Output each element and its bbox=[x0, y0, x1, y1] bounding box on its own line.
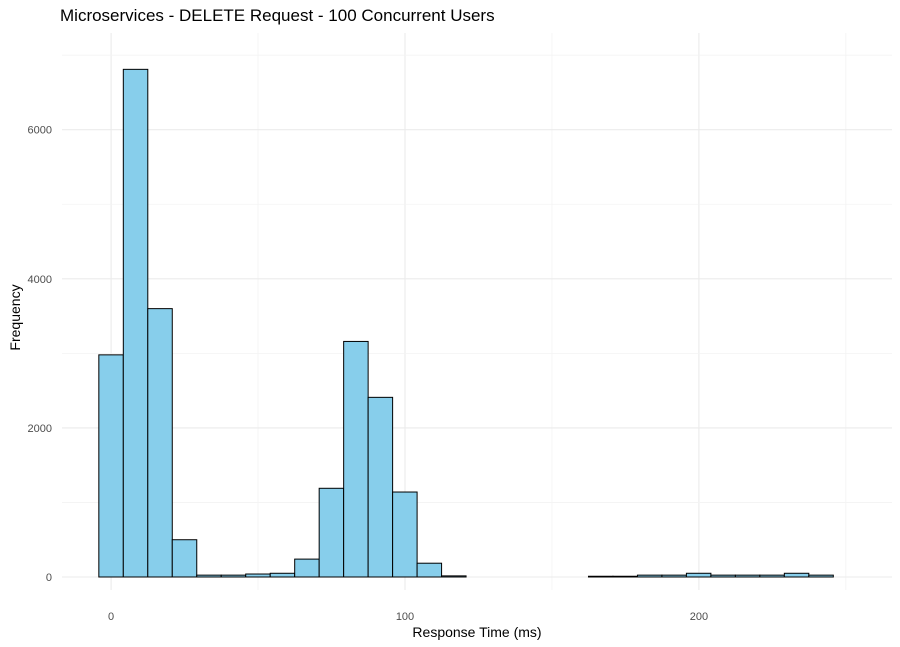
x-tick-label: 200 bbox=[690, 611, 708, 623]
y-axis-title: Frequency bbox=[7, 284, 23, 350]
histogram-bar bbox=[294, 558, 320, 578]
histogram-bar bbox=[367, 396, 394, 578]
histogram-bar bbox=[98, 354, 124, 578]
histogram-bar bbox=[196, 574, 222, 578]
histogram-bar bbox=[343, 340, 369, 578]
y-tick-label: 0 bbox=[46, 572, 52, 584]
chart-title: Microservices - DELETE Request - 100 Con… bbox=[60, 6, 495, 25]
histogram-bar bbox=[734, 574, 761, 578]
histogram-bar bbox=[245, 573, 271, 578]
histogram-bar bbox=[392, 491, 418, 578]
histogram-bar bbox=[783, 572, 810, 578]
y-axis-ticks: 0 2000 4000 6000 bbox=[28, 125, 52, 584]
histogram-bar bbox=[441, 575, 467, 578]
histogram-bar bbox=[171, 539, 198, 578]
y-tick-label: 4000 bbox=[28, 274, 52, 286]
histogram-bar bbox=[416, 562, 443, 578]
y-tick-label: 2000 bbox=[28, 423, 52, 435]
x-tick-label: 100 bbox=[396, 611, 414, 623]
histogram-bar bbox=[808, 574, 834, 578]
histogram-bar bbox=[636, 574, 663, 578]
x-axis-title: Response Time (ms) bbox=[412, 624, 541, 640]
y-tick-label: 6000 bbox=[28, 125, 52, 137]
grid-lines bbox=[62, 33, 892, 590]
histogram-bar bbox=[759, 574, 785, 578]
histogram-bars bbox=[98, 68, 834, 578]
histogram-bar bbox=[269, 572, 296, 578]
x-axis-ticks: 0 100 200 bbox=[108, 611, 708, 623]
histogram-bar bbox=[661, 574, 687, 578]
histogram-bar bbox=[612, 575, 638, 578]
histogram-bar bbox=[220, 574, 247, 578]
x-tick-label: 0 bbox=[108, 611, 114, 623]
histogram-bar bbox=[147, 308, 173, 578]
histogram-bar bbox=[318, 487, 345, 578]
histogram-bar bbox=[587, 575, 614, 578]
histogram-bar bbox=[710, 574, 736, 578]
histogram-bar bbox=[122, 68, 149, 578]
histogram-bar bbox=[685, 572, 712, 578]
